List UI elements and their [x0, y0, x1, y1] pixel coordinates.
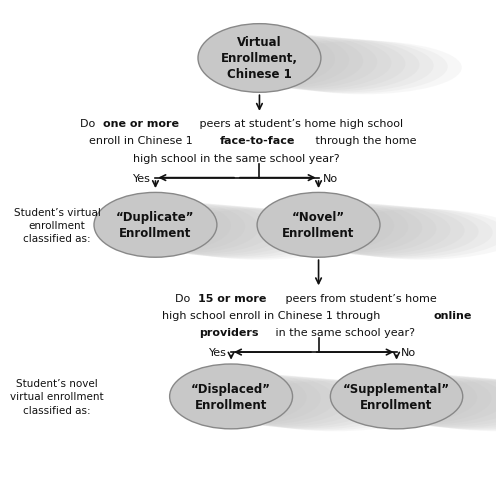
Ellipse shape	[224, 379, 406, 429]
Text: providers: providers	[200, 327, 259, 337]
Ellipse shape	[284, 204, 436, 255]
Ellipse shape	[277, 203, 422, 254]
Ellipse shape	[388, 380, 500, 430]
Ellipse shape	[265, 42, 462, 95]
Text: high school enroll in Chinese 1 through: high school enroll in Chinese 1 through	[162, 310, 384, 320]
Ellipse shape	[218, 35, 363, 89]
Ellipse shape	[298, 206, 464, 257]
Ellipse shape	[270, 202, 408, 253]
Ellipse shape	[148, 208, 330, 258]
Text: No: No	[402, 348, 416, 357]
Text: face-to-face: face-to-face	[220, 136, 296, 146]
Ellipse shape	[394, 381, 500, 431]
Text: Yes: Yes	[133, 173, 150, 183]
Ellipse shape	[362, 376, 500, 426]
Ellipse shape	[245, 39, 420, 92]
Ellipse shape	[318, 209, 500, 259]
Ellipse shape	[343, 373, 492, 424]
Ellipse shape	[376, 378, 500, 428]
Ellipse shape	[210, 377, 377, 427]
Ellipse shape	[356, 375, 500, 425]
Ellipse shape	[257, 193, 380, 257]
Ellipse shape	[170, 364, 292, 429]
Ellipse shape	[258, 41, 448, 94]
Text: through the home: through the home	[312, 136, 416, 146]
Ellipse shape	[304, 207, 478, 257]
Text: “Novel”
Enrollment: “Novel” Enrollment	[282, 211, 354, 240]
Ellipse shape	[230, 380, 420, 430]
Text: Yes: Yes	[208, 348, 226, 357]
Ellipse shape	[311, 208, 492, 258]
Text: Virtual
Enrollment,
Chinese 1: Virtual Enrollment, Chinese 1	[221, 36, 298, 81]
Ellipse shape	[128, 205, 288, 256]
Text: peers from student’s home: peers from student’s home	[282, 293, 436, 303]
Ellipse shape	[121, 204, 274, 255]
Ellipse shape	[264, 201, 394, 252]
Text: peers at student’s home high school: peers at student’s home high school	[196, 119, 403, 129]
Ellipse shape	[198, 25, 321, 93]
Ellipse shape	[114, 203, 259, 254]
Ellipse shape	[94, 193, 217, 257]
Ellipse shape	[237, 381, 434, 431]
Ellipse shape	[183, 373, 320, 424]
Ellipse shape	[225, 36, 378, 90]
Ellipse shape	[330, 364, 462, 429]
Ellipse shape	[252, 40, 434, 93]
Ellipse shape	[203, 376, 363, 426]
Ellipse shape	[382, 379, 500, 429]
Ellipse shape	[290, 205, 450, 256]
Ellipse shape	[100, 201, 231, 252]
Ellipse shape	[204, 33, 335, 87]
Ellipse shape	[190, 374, 335, 424]
Text: Do: Do	[176, 293, 194, 303]
Text: one or more: one or more	[103, 119, 179, 129]
Text: Student’s virtual
enrollment
classified as:: Student’s virtual enrollment classified …	[14, 207, 101, 243]
Text: in the same school year?: in the same school year?	[272, 327, 415, 337]
Ellipse shape	[232, 37, 392, 91]
Text: “Duplicate”
Enrollment: “Duplicate” Enrollment	[116, 211, 194, 240]
Ellipse shape	[350, 374, 500, 424]
Text: No: No	[324, 173, 338, 183]
Ellipse shape	[212, 34, 349, 88]
Ellipse shape	[196, 375, 349, 425]
Ellipse shape	[154, 209, 344, 259]
Ellipse shape	[216, 378, 391, 428]
Text: “Displaced”
Enrollment: “Displaced” Enrollment	[191, 382, 271, 411]
Text: high school in the same school year?: high school in the same school year?	[134, 153, 340, 163]
Ellipse shape	[141, 207, 316, 257]
Text: Student’s novel
virtual enrollment
classified as:: Student’s novel virtual enrollment class…	[10, 378, 104, 415]
Ellipse shape	[134, 206, 302, 257]
Ellipse shape	[108, 202, 245, 253]
Text: Do: Do	[80, 119, 99, 129]
Text: enroll in Chinese 1: enroll in Chinese 1	[90, 136, 196, 146]
Text: 15 or more: 15 or more	[198, 293, 266, 303]
Ellipse shape	[337, 372, 477, 423]
Text: “Supplemental”
Enrollment: “Supplemental” Enrollment	[343, 382, 450, 411]
Text: online: online	[433, 310, 472, 320]
Ellipse shape	[238, 38, 406, 91]
Ellipse shape	[176, 372, 306, 423]
Ellipse shape	[161, 210, 358, 260]
Ellipse shape	[324, 210, 500, 260]
Ellipse shape	[369, 377, 500, 427]
